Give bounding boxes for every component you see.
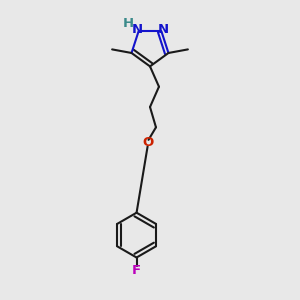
Text: H: H [122,17,134,30]
Text: F: F [132,263,141,277]
Text: N: N [131,23,143,36]
Text: N: N [157,23,169,36]
Text: O: O [142,136,153,149]
